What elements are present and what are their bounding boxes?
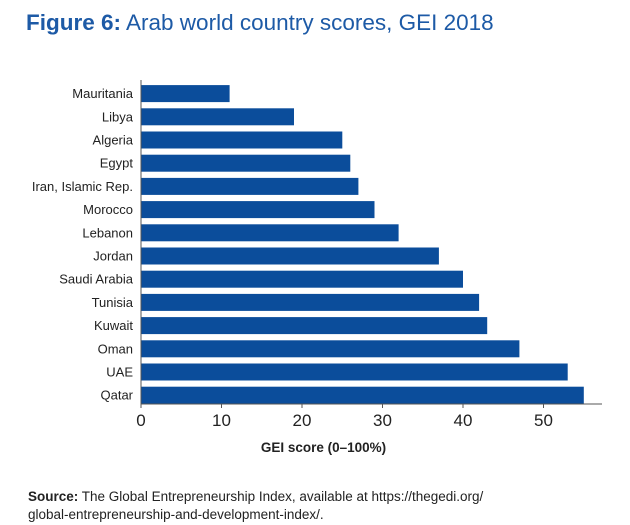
category-label-7: Jordan [93, 249, 133, 264]
category-label-12: UAE [106, 365, 133, 380]
category-label-2: Algeria [93, 133, 134, 148]
bar-5 [141, 201, 375, 219]
category-label-0: Mauritania [72, 86, 133, 101]
category-label-3: Egypt [100, 156, 134, 171]
x-axis-label: GEI score (0–100%) [261, 440, 386, 455]
category-label-6: Lebanon [82, 225, 133, 240]
category-label-1: Libya [102, 109, 134, 124]
bar-2 [141, 131, 343, 149]
category-label-10: Kuwait [94, 318, 133, 333]
bar-8 [141, 270, 463, 288]
category-label-11: Oman [98, 341, 133, 356]
bar-13 [141, 386, 584, 404]
figure-label: Figure 6: [26, 10, 122, 35]
x-tick-label-1: 10 [212, 411, 231, 430]
source-text-1: The Global Entrepreneurship Index, avail… [81, 489, 484, 504]
bar-9 [141, 293, 480, 311]
category-label-9: Tunisia [92, 295, 134, 310]
source-text-2: global-entrepreneurship-and-development-… [28, 507, 324, 522]
category-label-13: Qatar [100, 388, 133, 403]
category-label-4: Iran, Islamic Rep. [32, 179, 133, 194]
x-tick-label-5: 50 [534, 411, 553, 430]
bar-10 [141, 317, 488, 335]
category-label-5: Morocco [83, 202, 133, 217]
bar-11 [141, 340, 520, 358]
bar-7 [141, 247, 439, 265]
chart-title: Figure 6: Arab world country scores, GEI… [26, 10, 494, 36]
x-tick-label-0: 0 [136, 411, 145, 430]
x-tick-label-3: 30 [373, 411, 392, 430]
bar-3 [141, 154, 351, 172]
bar-12 [141, 363, 568, 381]
bar-1 [141, 108, 294, 126]
category-label-8: Saudi Arabia [59, 272, 133, 287]
x-tick-label-4: 40 [454, 411, 473, 430]
bar-6 [141, 224, 399, 242]
source-label: Source: [28, 489, 79, 504]
bar-chart: Mauritania Libya Algeria Egypt Iran, Islamic… [32, 80, 602, 455]
figure-title: Arab world country scores, GEI 2018 [126, 10, 494, 35]
bar-0 [141, 85, 230, 103]
x-tick-label-2: 20 [293, 411, 312, 430]
source-note: Source: The Global Entrepreneurship Inde… [28, 488, 608, 524]
bar-4 [141, 177, 359, 195]
